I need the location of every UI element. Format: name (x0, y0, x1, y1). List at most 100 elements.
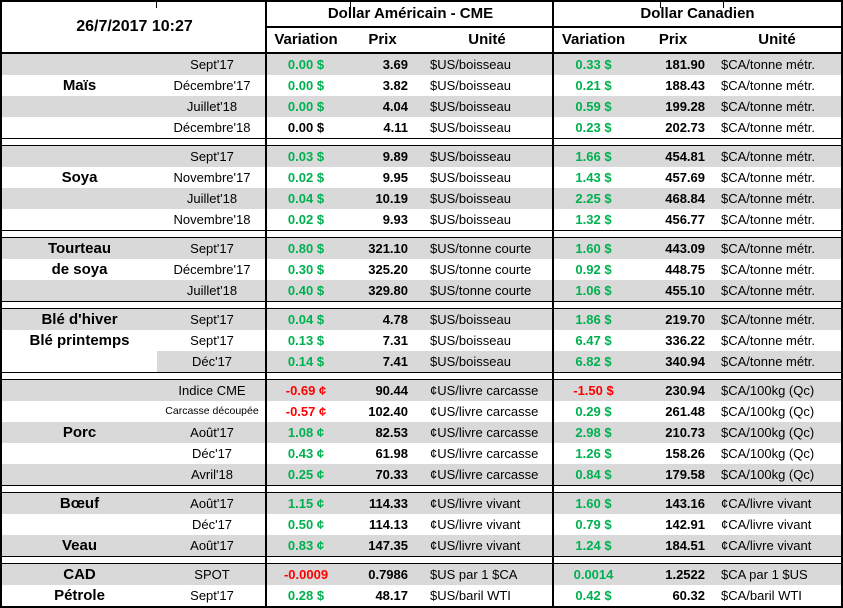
ca-unit-label[interactable]: $CA/tonne métr. (721, 283, 815, 298)
us-price-value[interactable]: 147.35 (368, 538, 408, 553)
us-price-value[interactable]: 102.40 (368, 404, 408, 419)
us-price-value[interactable]: 3.69 (382, 57, 408, 72)
us-variation-value[interactable]: 0.04 $ (287, 312, 325, 327)
us-unit-label[interactable]: ¢US/livre carcasse (430, 404, 539, 419)
commodity-label[interactable] (2, 280, 157, 301)
commodity-label[interactable]: Tourteau (47, 240, 112, 257)
ca-price-value[interactable]: 219.70 (665, 312, 705, 327)
commodity-label[interactable]: Veau (61, 537, 98, 554)
contract-label[interactable]: Déc'17 (191, 354, 233, 369)
us-price-value[interactable]: 4.78 (382, 312, 408, 327)
us-variation-value[interactable]: 1.08 ¢ (287, 425, 325, 440)
ca-unit-label[interactable]: $CA/100kg (Qc) (721, 383, 815, 398)
us-price-value[interactable]: 4.04 (382, 99, 408, 114)
ca-variation-value[interactable]: 1.66 $ (575, 149, 612, 164)
us-variation-value[interactable]: 0.02 $ (287, 212, 325, 227)
ca-variation-value[interactable]: 1.43 $ (575, 170, 612, 185)
contract-label[interactable]: Avril'18 (191, 467, 233, 482)
us-variation-value[interactable]: 1.15 ¢ (287, 496, 325, 511)
contract-label[interactable]: Décembre'17 (173, 78, 251, 93)
commodity-label[interactable]: CAD (63, 566, 96, 583)
ca-variation-value[interactable]: 1.06 $ (575, 283, 612, 298)
ca-unit-label[interactable]: ¢CA/livre vivant (721, 496, 812, 511)
us-unit-label[interactable]: $US/boisseau (430, 57, 511, 72)
ca-unit-label[interactable]: $CA/tonne métr. (721, 170, 815, 185)
ca-variation-value[interactable]: 1.86 $ (575, 312, 612, 327)
us-variation-value[interactable]: -0.0009 (283, 567, 329, 582)
ca-unit-label[interactable]: $CA/baril WTI (721, 588, 802, 603)
commodity-label[interactable] (2, 54, 157, 75)
ca-unit-label[interactable]: $CA/tonne métr. (721, 241, 815, 256)
commodity-label[interactable] (2, 401, 157, 422)
ca-variation-value[interactable]: 2.98 $ (575, 425, 612, 440)
us-variation-value[interactable]: 0.13 $ (287, 333, 325, 348)
ca-variation-value[interactable]: 0.42 $ (575, 588, 612, 603)
us-price-value[interactable]: 70.33 (375, 467, 408, 482)
contract-label[interactable]: Sept'17 (190, 241, 234, 256)
ca-variation-value[interactable]: 1.60 $ (575, 496, 612, 511)
ca-price-value[interactable]: 199.28 (665, 99, 705, 114)
commodity-label[interactable]: Soya (61, 169, 98, 186)
ca-unit-label[interactable]: $CA/tonne métr. (721, 262, 815, 277)
commodity-label[interactable] (2, 351, 157, 372)
ca-price-value[interactable]: 202.73 (665, 120, 705, 135)
us-variation-value[interactable]: 0.40 $ (287, 283, 325, 298)
contract-label[interactable]: Juillet'18 (186, 283, 238, 298)
ca-price-value[interactable]: 158.26 (665, 446, 705, 461)
contract-label[interactable]: SPOT (194, 567, 230, 582)
ca-price-value[interactable]: 181.90 (665, 57, 705, 72)
ca-unit-label[interactable]: $CA/tonne métr. (721, 191, 815, 206)
us-variation-value[interactable]: 0.04 $ (287, 191, 325, 206)
ca-price-value[interactable]: 454.81 (665, 149, 705, 164)
us-price-value[interactable]: 82.53 (375, 425, 408, 440)
ca-price-value[interactable]: 261.48 (665, 404, 705, 419)
us-variation-value[interactable]: 0.43 ¢ (287, 446, 325, 461)
ca-price-value[interactable]: 457.69 (665, 170, 705, 185)
contract-label[interactable]: Juillet'18 (186, 99, 238, 114)
ca-variation-value[interactable]: 0.23 $ (575, 120, 612, 135)
us-variation-value[interactable]: 0.28 $ (287, 588, 325, 603)
us-variation-value[interactable]: 0.02 $ (287, 170, 325, 185)
ca-price-value[interactable]: 336.22 (665, 333, 705, 348)
ca-price-value[interactable]: 143.16 (665, 496, 705, 511)
us-variation-value[interactable]: 0.00 $ (287, 57, 325, 72)
us-unit-label[interactable]: $US/boisseau (430, 149, 511, 164)
ca-variation-value[interactable]: 6.82 $ (575, 354, 612, 369)
ca-price-value[interactable]: 210.73 (665, 425, 705, 440)
us-price-value[interactable]: 61.98 (375, 446, 408, 461)
us-unit-label[interactable]: ¢US/livre carcasse (430, 467, 539, 482)
ca-unit-label[interactable]: $CA/tonne métr. (721, 333, 815, 348)
us-variation-value[interactable]: 0.83 ¢ (287, 538, 325, 553)
ca-variation-value[interactable]: 0.21 $ (575, 78, 612, 93)
commodity-label[interactable]: Blé d'hiver (41, 311, 118, 328)
ca-price-value[interactable]: 1.2522 (665, 567, 705, 582)
ca-unit-label[interactable]: $CA/100kg (Qc) (721, 446, 815, 461)
ca-variation-value[interactable]: 1.60 $ (575, 241, 612, 256)
ca-price-value[interactable]: 142.91 (665, 517, 705, 532)
contract-label[interactable]: Déc'17 (191, 517, 233, 532)
us-variation-value[interactable]: 0.14 $ (287, 354, 325, 369)
ca-price-value[interactable]: 184.51 (665, 538, 705, 553)
us-variation-value[interactable]: 0.00 $ (287, 120, 325, 135)
us-unit-label[interactable]: $US par 1 $CA (430, 567, 518, 582)
ca-price-value[interactable]: 455.10 (665, 283, 705, 298)
ca-unit-label[interactable]: $CA/tonne métr. (721, 149, 815, 164)
contract-label[interactable]: Juillet'18 (186, 191, 238, 206)
commodity-label[interactable] (2, 514, 157, 535)
us-unit-label[interactable]: $US/tonne courte (430, 283, 532, 298)
commodity-label[interactable]: de soya (51, 261, 108, 278)
us-unit-label[interactable]: ¢US/livre carcasse (430, 425, 539, 440)
commodity-label[interactable] (2, 464, 157, 485)
ca-price-value[interactable]: 456.77 (665, 212, 705, 227)
ca-variation-value[interactable]: 0.33 $ (575, 57, 612, 72)
us-price-value[interactable]: 0.7986 (368, 567, 408, 582)
us-price-value[interactable]: 9.89 (382, 149, 408, 164)
ca-unit-label[interactable]: $CA/100kg (Qc) (721, 425, 815, 440)
ca-variation-value[interactable]: 1.32 $ (575, 212, 612, 227)
commodity-label[interactable]: Pétrole (54, 587, 105, 604)
contract-label[interactable]: Sept'17 (190, 149, 234, 164)
ca-unit-label[interactable]: $CA/100kg (Qc) (721, 404, 815, 419)
commodity-label[interactable]: Bœuf (59, 495, 100, 512)
us-unit-label[interactable]: $US/tonne courte (430, 241, 532, 256)
ca-variation-value[interactable]: 1.26 $ (575, 446, 612, 461)
